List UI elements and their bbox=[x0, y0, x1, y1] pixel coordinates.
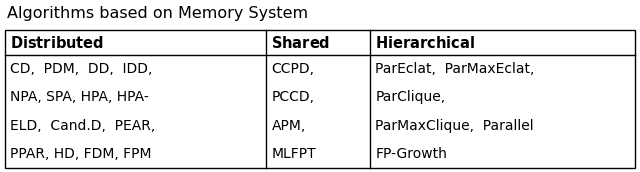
Text: $\mathbf{Distributed}$: $\mathbf{Distributed}$ bbox=[10, 35, 104, 51]
Text: CD,  PDM,  DD,  IDD,: CD, PDM, DD, IDD, bbox=[10, 62, 152, 76]
Text: CCPD,: CCPD, bbox=[271, 62, 314, 76]
Text: $\mathbf{Shared}$: $\mathbf{Shared}$ bbox=[271, 35, 331, 51]
Bar bbox=[5, 30, 635, 168]
Text: ParMaxClique,  Parallel: ParMaxClique, Parallel bbox=[376, 119, 534, 133]
Text: ELD,  Cand.D,  PEAR,: ELD, Cand.D, PEAR, bbox=[10, 119, 156, 133]
Text: APM,: APM, bbox=[271, 119, 306, 133]
Text: PCCD,: PCCD, bbox=[271, 90, 314, 104]
Text: ParEclat,  ParMaxEclat,: ParEclat, ParMaxEclat, bbox=[376, 62, 535, 76]
Text: PPAR, HD, FDM, FPM: PPAR, HD, FDM, FPM bbox=[10, 147, 152, 161]
Text: Algorithms based on Memory System: Algorithms based on Memory System bbox=[7, 6, 308, 21]
Text: ParClique,: ParClique, bbox=[376, 90, 445, 104]
Text: NPA, SPA, HPA, HPA-: NPA, SPA, HPA, HPA- bbox=[10, 90, 148, 104]
Text: FP-Growth: FP-Growth bbox=[376, 147, 447, 161]
Text: MLFPT: MLFPT bbox=[271, 147, 316, 161]
Text: $\mathbf{Hierarchical}$: $\mathbf{Hierarchical}$ bbox=[376, 35, 476, 51]
